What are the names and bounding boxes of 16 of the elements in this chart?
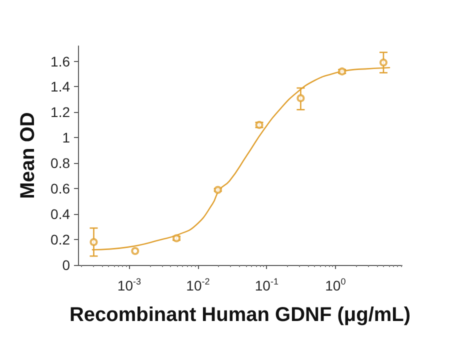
point [131, 246, 140, 255]
point [90, 238, 98, 246]
y-tick-label: 1.6 [50, 53, 70, 70]
point [214, 186, 222, 194]
y-tick-label: 1 [62, 130, 70, 146]
y-tick-label: 0.4 [50, 206, 70, 222]
y-tick-label: 0.8 [50, 155, 70, 172]
y-tick-label: 0.6 [50, 180, 70, 197]
y-tick-label: 0 [62, 257, 70, 273]
point [296, 94, 305, 102]
y-tick-label: 0.2 [50, 232, 70, 248]
y-tick-label: 1.4 [50, 78, 70, 95]
y-tick-label: 1.2 [50, 104, 70, 120]
x-axis-title: Recombinant Human GDNF (μg/mL) [69, 304, 411, 326]
point [379, 58, 388, 67]
y-axis-title: Mean OD [17, 112, 39, 199]
